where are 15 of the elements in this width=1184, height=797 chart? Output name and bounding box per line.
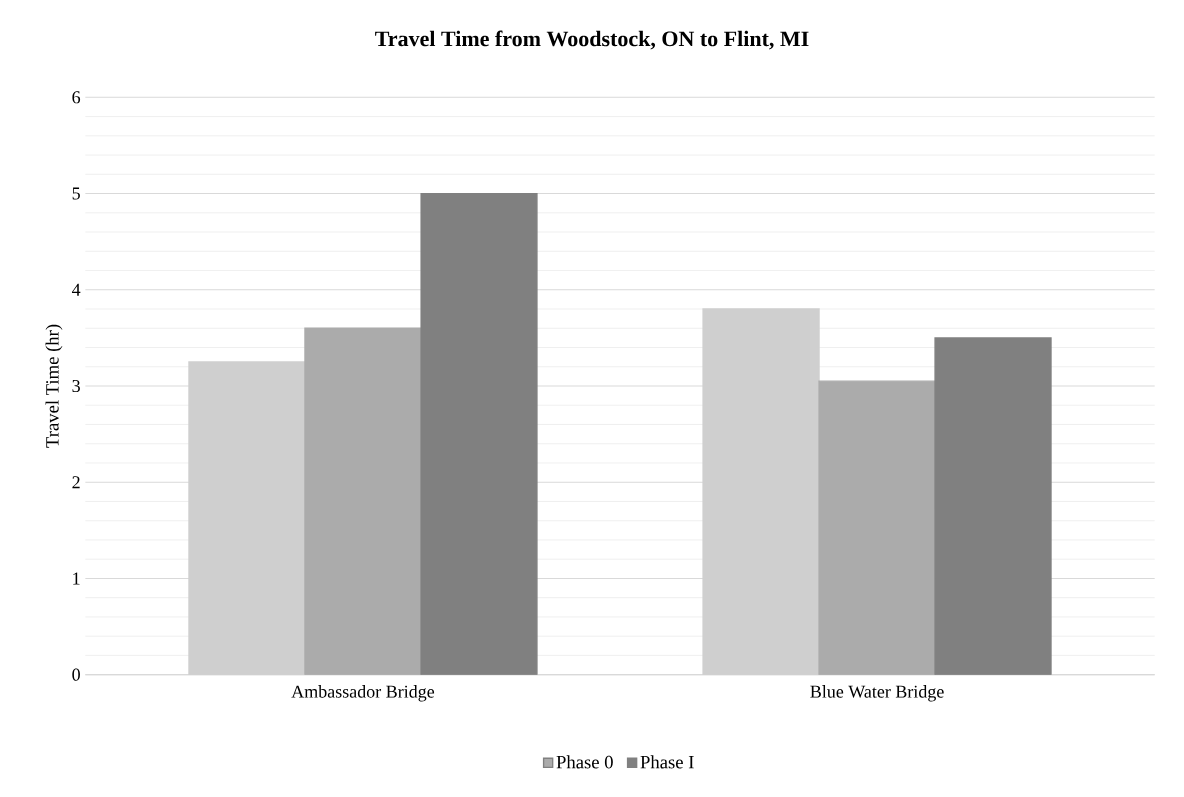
bar xyxy=(420,192,538,675)
y-tick-label: 0 xyxy=(72,668,80,681)
y-axis-title: Travel Time (hr) xyxy=(45,324,63,448)
y-tick-label: 5 xyxy=(72,187,80,200)
bar xyxy=(934,337,1052,675)
x-tick-label: Ambassador Bridge xyxy=(291,684,435,702)
y-tick-label: 4 xyxy=(71,283,81,296)
legend-label: Phase I xyxy=(640,755,694,769)
y-tick-label: 1 xyxy=(73,572,80,585)
chart-title: Travel Time from Woodstock, ON to Flint, MI xyxy=(375,30,809,50)
x-tick-label: Blue Water Bridge xyxy=(810,684,944,702)
y-tick-label: 3 xyxy=(72,379,80,392)
y-tick-label: 2 xyxy=(72,476,80,489)
legend-label: Phase 0 xyxy=(556,755,613,769)
y-tick-label: 6 xyxy=(72,91,81,104)
